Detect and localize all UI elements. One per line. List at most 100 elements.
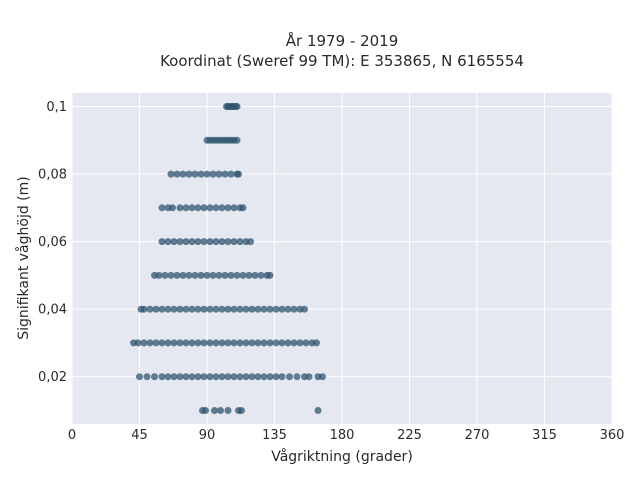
data-point <box>212 339 220 347</box>
data-point <box>239 204 247 212</box>
data-point <box>194 373 202 381</box>
data-point <box>248 373 256 381</box>
data-point <box>170 238 178 246</box>
data-point <box>266 339 274 347</box>
data-point <box>170 339 178 347</box>
data-point <box>245 271 253 279</box>
data-point <box>206 339 214 347</box>
data-point <box>242 305 250 313</box>
data-point <box>182 204 190 212</box>
data-point <box>272 305 280 313</box>
x-tick-label: 315 <box>532 428 557 443</box>
y-tick-label: 0,1 <box>46 100 67 115</box>
data-point <box>211 407 218 414</box>
data-point <box>217 407 224 414</box>
data-point <box>182 339 190 347</box>
data-point <box>230 339 238 347</box>
data-point <box>194 204 202 212</box>
data-point <box>151 373 158 381</box>
x-tick-label: 360 <box>600 428 625 443</box>
x-axis-label: Vågriktning (grader) <box>271 448 413 465</box>
data-point <box>203 170 211 178</box>
data-point <box>230 238 238 246</box>
data-point <box>140 339 148 347</box>
data-point <box>260 339 268 347</box>
data-point <box>218 305 226 313</box>
data-point <box>200 204 208 212</box>
data-point <box>278 339 286 347</box>
tick-labels: 0 45 90 135 180 225 270 315 360 0,02 0,04 0,06 0,08 0… <box>38 100 624 443</box>
data-point <box>254 305 262 313</box>
data-point <box>188 373 196 381</box>
data-point <box>302 339 310 347</box>
data-point <box>158 204 166 212</box>
data-point <box>284 305 292 313</box>
data-point <box>230 204 238 212</box>
data-point <box>212 305 220 313</box>
y-tick-label: 0,02 <box>38 370 67 385</box>
x-tick-label: 135 <box>262 428 287 443</box>
data-point <box>290 339 298 347</box>
grid-layer <box>71 93 613 424</box>
data-point <box>218 339 226 347</box>
data-point <box>188 238 196 246</box>
chart-subtitle: Koordinat (Sweref 99 TM): E 353865, N 61… <box>160 52 524 70</box>
x-tick-label: 45 <box>131 428 148 443</box>
data-point <box>167 271 175 279</box>
data-point <box>158 373 166 381</box>
x-tick-label: 0 <box>68 428 76 443</box>
x-tick-label: 225 <box>397 428 422 443</box>
data-point <box>224 238 232 246</box>
data-point <box>194 339 202 347</box>
data-point <box>176 373 184 381</box>
data-point <box>161 271 169 279</box>
data-point <box>251 271 259 279</box>
data-point <box>182 373 190 381</box>
data-point <box>206 238 214 246</box>
data-point <box>224 305 232 313</box>
data-point <box>247 238 254 246</box>
data-point <box>203 271 211 279</box>
data-point <box>158 339 166 347</box>
data-point <box>272 339 280 347</box>
data-point <box>188 339 196 347</box>
data-point <box>242 373 250 381</box>
data-points <box>130 103 326 414</box>
data-point <box>230 305 238 313</box>
data-point <box>197 271 205 279</box>
data-point <box>136 373 143 381</box>
data-point <box>191 271 199 279</box>
data-point <box>158 305 166 313</box>
data-point <box>206 305 214 313</box>
data-point <box>290 305 298 313</box>
data-point <box>215 170 223 178</box>
chart-title: År 1979 - 2019 <box>286 31 399 50</box>
data-point <box>164 305 172 313</box>
data-point <box>278 305 286 313</box>
data-point <box>176 339 184 347</box>
data-point <box>286 373 293 381</box>
data-point <box>146 339 154 347</box>
data-point <box>176 305 184 313</box>
data-point <box>191 170 199 178</box>
data-point <box>194 305 202 313</box>
data-point <box>170 373 178 381</box>
data-point <box>266 305 274 313</box>
data-point <box>224 339 232 347</box>
data-point <box>209 271 217 279</box>
data-point <box>236 339 244 347</box>
data-point <box>233 103 241 110</box>
data-point <box>194 238 202 246</box>
x-tick-label: 180 <box>330 428 355 443</box>
data-point <box>202 407 209 414</box>
data-point <box>254 339 262 347</box>
data-point <box>200 305 208 313</box>
data-point <box>221 271 229 279</box>
data-point <box>227 271 235 279</box>
data-point <box>305 373 313 381</box>
data-point <box>238 407 245 414</box>
data-point <box>301 305 308 313</box>
data-point <box>212 373 220 381</box>
data-point <box>158 238 166 246</box>
x-tick-label: 90 <box>199 428 216 443</box>
